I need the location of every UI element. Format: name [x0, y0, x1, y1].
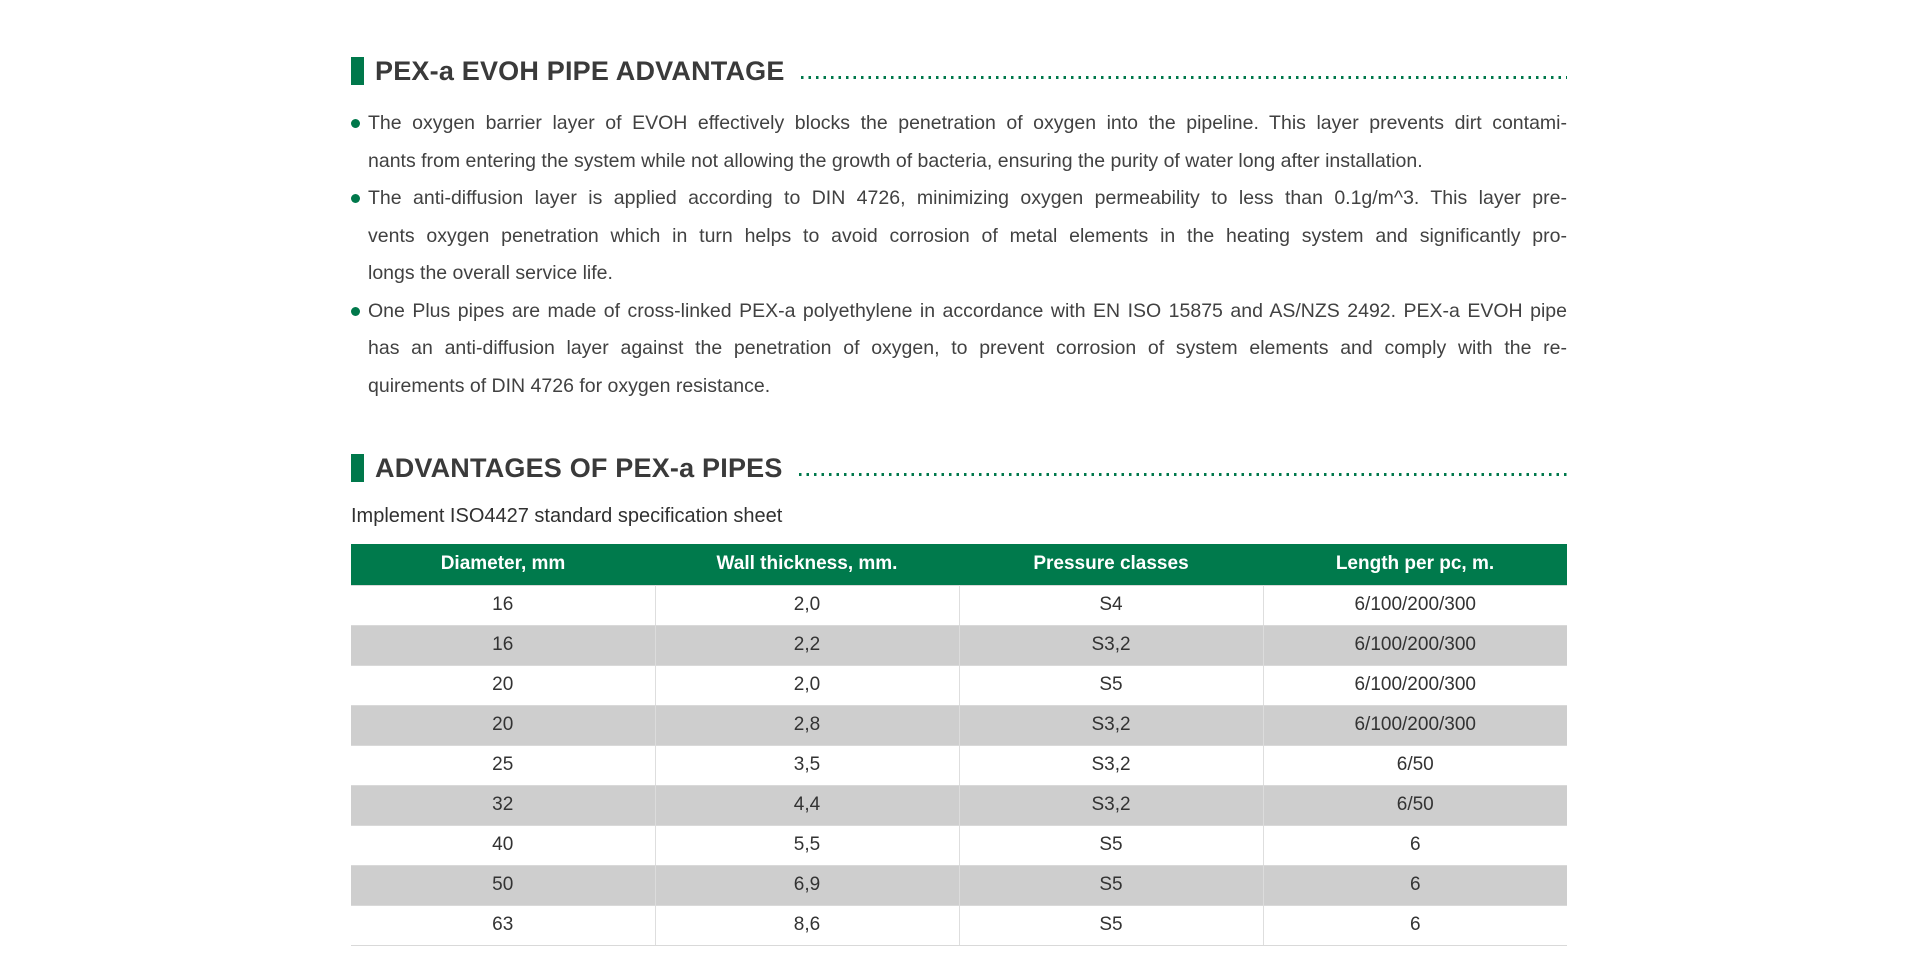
bullet-line: The oxygen barrier layer of EVOH effecti…	[368, 112, 1567, 134]
table-cell: S5	[959, 824, 1264, 866]
table-cell: S3,2	[959, 785, 1264, 825]
table-cell: 6/100/200/300	[1354, 714, 1476, 735]
bullet-text: One Plus pipes are made of cross-linked …	[368, 293, 1567, 406]
table-cell: 6/50	[1263, 744, 1567, 786]
section-heading-2: ADVANTAGES OF PEX-a PIPES	[351, 453, 1567, 483]
table-column-header: Wall thickness, mm.	[655, 544, 959, 585]
bullet-line: vents oxygen penetration which in turn h…	[368, 224, 1567, 247]
table-cell: S4	[959, 584, 1264, 626]
table-cell: 25	[351, 744, 656, 786]
table-cell: 2,2	[655, 625, 960, 665]
table-row: 16 2,2 S3,2 6/100/200/300	[351, 625, 1567, 665]
table-cell: 2,0	[655, 584, 960, 626]
table-cell: 6/100/200/300	[1354, 634, 1476, 655]
table-cell: S3,2	[959, 705, 1264, 745]
table-cell: 2,0	[655, 664, 960, 706]
table-cell: 16	[351, 584, 656, 626]
table-column-header: Length per pc, m.	[1263, 544, 1567, 585]
table-cell: 20	[351, 664, 656, 706]
spec-table-head: Diameter, mm Wall thickness, mm. Pressure …	[351, 544, 1567, 585]
table-cell: 5,5	[655, 824, 960, 866]
bullet-line: The anti-diffusion layer is applied acco…	[368, 187, 1567, 209]
dotted-leader-icon	[800, 75, 1567, 79]
table-header-row: Diameter, mm Wall thickness, mm. Pressure …	[351, 544, 1567, 585]
green-bar-icon	[351, 454, 364, 482]
green-bar-icon	[351, 57, 364, 85]
bullet-line: longs the overall service life.	[368, 262, 613, 284]
table-cell: 6	[1263, 824, 1567, 866]
table-row: 40 5,5 S5 6	[351, 824, 1567, 866]
table-cell: S5	[959, 904, 1264, 946]
table-cell: 40	[351, 824, 656, 866]
section-advantages-pex-pipes: ADVANTAGES OF PEX-a PIPES Implement ISO4…	[351, 453, 1567, 946]
table-row: 25 3,5 S3,2 6/50	[351, 744, 1567, 786]
table-cell: 32	[351, 785, 656, 825]
spec-table-body: 16 2,0 S4 6/100/200/300 16 2,2 S3,2 6/100/200/3…	[351, 584, 1567, 946]
table-cell: S3,2	[959, 744, 1264, 786]
table-cell: 6/100/200/300	[1263, 584, 1567, 626]
bullet-item: The anti-diffusion layer is applied acco…	[351, 180, 1567, 293]
table-row: 63 8,6 S5 6	[351, 904, 1567, 946]
table-row: 32 4,4 S3,2 6/50	[351, 785, 1567, 825]
table-cell: 6	[1263, 904, 1567, 946]
table-cell: 2,8	[655, 705, 960, 745]
spec-table: Diameter, mm Wall thickness, mm. Pressure …	[351, 544, 1567, 946]
bullet-text: The oxygen barrier layer of EVOH effecti…	[368, 105, 1567, 180]
section-title-2: ADVANTAGES OF PEX-a PIPES	[375, 452, 783, 483]
table-row: 20 2,8 S3,2 6/100/200/300	[351, 705, 1567, 745]
table-row: 16 2,0 S4 6/100/200/300	[351, 584, 1567, 626]
bullet-line: has an anti-diffusion layer against the …	[368, 337, 1567, 359]
dotted-leader-icon	[798, 472, 1567, 476]
table-cell: 20	[351, 705, 656, 745]
section-title-1: PEX-a EVOH PIPE ADVANTAGE	[375, 55, 785, 86]
table-cell: 6	[1409, 874, 1421, 895]
table-cell: S3,2	[959, 625, 1264, 665]
table-cell: 6/50	[1396, 794, 1434, 815]
bullet-line: nants from entering the system while not…	[368, 149, 1423, 172]
table-cell: 6,9	[655, 865, 960, 905]
table-row: 20 2,0 S5 6/100/200/300	[351, 664, 1567, 706]
bullet-dot-icon	[351, 119, 360, 128]
bullet-line: One Plus pipes are made of cross-linked …	[368, 299, 1567, 322]
bullet-dot-icon	[351, 194, 360, 203]
section-pex-evoh-advantage: PEX-a EVOH PIPE ADVANTAGE The oxygen bar…	[351, 56, 1567, 405]
table-cell: 50	[351, 865, 656, 905]
table-cell: S5	[959, 865, 1264, 905]
section-heading-1: PEX-a EVOH PIPE ADVANTAGE	[351, 56, 1567, 86]
table-cell: S5	[959, 664, 1264, 706]
table-cell: 3,5	[655, 744, 960, 786]
table-cell: 63	[351, 904, 656, 946]
table-cell: 16	[351, 625, 656, 665]
bullet-text: The anti-diffusion layer is applied acco…	[368, 180, 1567, 293]
bullet-line: quirements of DIN 4726 for oxygen resist…	[368, 374, 771, 397]
table-column-header: Diameter, mm	[351, 544, 655, 585]
bullet-dot-icon	[351, 306, 360, 316]
table-cell: 6/100/200/300	[1263, 664, 1567, 706]
bullet-item: One Plus pipes are made of cross-linked …	[351, 293, 1567, 406]
bullet-item: The oxygen barrier layer of EVOH effecti…	[351, 105, 1567, 180]
table-caption: Implement ISO4427 standard specification…	[351, 505, 783, 527]
table-cell: 4,4	[655, 785, 960, 825]
page-content: PEX-a EVOH PIPE ADVANTAGE The oxygen bar…	[351, 0, 1567, 946]
table-column-header: Pressure classes	[959, 544, 1263, 585]
bullet-list: The oxygen barrier layer of EVOH effecti…	[351, 105, 1567, 405]
table-cell: 8,6	[655, 904, 960, 946]
table-row: 50 6,9 S5 6	[351, 865, 1567, 905]
